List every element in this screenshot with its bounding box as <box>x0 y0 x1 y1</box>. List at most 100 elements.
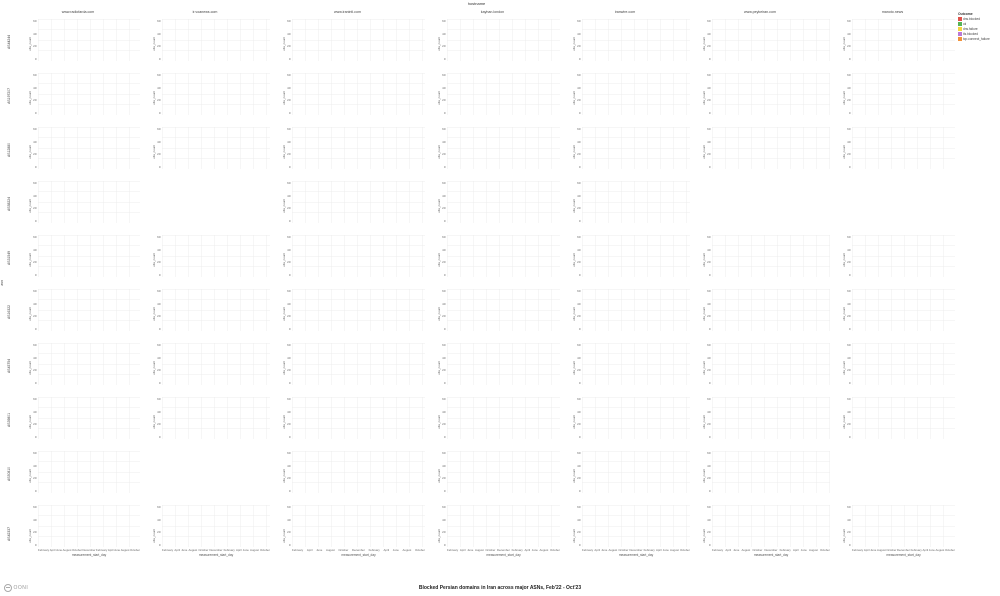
plot-area-wrap <box>582 343 690 393</box>
chart-cell: obs_count 60 40 20 0 <box>830 15 955 69</box>
bars <box>162 235 270 277</box>
y-tick: 40 <box>157 409 161 414</box>
y-tick-labels: 60 40 20 0 <box>157 343 162 385</box>
y-tick: 20 <box>577 206 581 211</box>
y-axis: obs_count 60 40 20 0 <box>830 235 852 285</box>
y-tick: 0 <box>288 434 291 439</box>
y-tick-labels: 60 40 20 0 <box>847 19 852 61</box>
y-tick: 40 <box>33 85 37 90</box>
y-axis: obs_count 60 40 20 0 <box>140 19 162 69</box>
row-label: AS39801 <box>7 413 11 427</box>
y-tick: 40 <box>157 301 161 306</box>
y-tick-labels: 60 40 20 0 <box>577 397 582 439</box>
y-axis-label: obs_count <box>572 415 577 429</box>
plot-area <box>852 289 955 331</box>
chart-cell: obs_count 60 40 20 0 <box>830 285 955 339</box>
y-axis-label: obs_count <box>282 91 287 105</box>
plot-area-wrap <box>447 235 560 285</box>
y-tick: 60 <box>847 289 851 293</box>
plot-area-wrap <box>38 451 140 501</box>
y-tick-labels: 60 40 20 0 <box>707 289 712 331</box>
bars <box>447 451 560 493</box>
chart-cell: obs_count 60 40 20 0 <box>425 123 560 177</box>
plot-area <box>852 397 955 439</box>
chart-cell: obs_count 60 40 20 0 <box>140 123 270 177</box>
y-tick: 0 <box>288 488 291 493</box>
y-tick: 40 <box>707 301 711 306</box>
y-axis: obs_count 60 40 20 0 <box>690 289 712 339</box>
row-label-spacer <box>2 7 16 15</box>
plot-area <box>582 235 690 277</box>
y-axis-label: obs_count <box>572 469 577 483</box>
y-tick: 20 <box>577 152 581 157</box>
y-tick: 0 <box>158 110 161 115</box>
bars <box>582 289 690 331</box>
y-tick: 0 <box>708 56 711 61</box>
y-tick: 60 <box>442 235 446 239</box>
chart-cell: obs_count 60 40 20 0 <box>560 231 690 285</box>
y-tick: 20 <box>442 44 446 49</box>
plot-area <box>292 127 425 169</box>
plot-area <box>447 127 560 169</box>
y-axis-label: obs_count <box>842 253 847 267</box>
y-tick-labels: 60 40 20 0 <box>33 451 38 493</box>
y-tick: 40 <box>847 31 851 36</box>
y-tick: 0 <box>443 380 446 385</box>
y-tick: 20 <box>287 314 291 319</box>
y-tick-labels: 60 40 20 0 <box>577 19 582 61</box>
column-header: iranwire.com <box>614 10 636 14</box>
y-tick: 20 <box>847 152 851 157</box>
y-tick: 40 <box>33 463 37 468</box>
y-axis-label: obs_count <box>282 37 287 51</box>
plot-area <box>582 181 690 223</box>
chart-cell: obs_count 60 40 20 0 <box>560 15 690 69</box>
y-tick: 60 <box>287 451 291 455</box>
y-tick: 20 <box>287 260 291 265</box>
y-axis-label: obs_count <box>437 415 442 429</box>
y-axis-label: obs_count <box>152 415 157 429</box>
y-axis-label: obs_count <box>842 145 847 159</box>
bars <box>38 397 140 439</box>
chart-row: AS16322 obs_count 60 40 20 0 obs_count 60 40 20 0 o… <box>2 285 955 339</box>
bars <box>447 127 560 169</box>
y-tick: 40 <box>442 139 446 144</box>
y-tick: 40 <box>707 247 711 252</box>
plot-area <box>162 397 270 439</box>
y-tick: 40 <box>707 355 711 360</box>
chart-cell: obs_count 60 40 20 0 <box>270 447 425 501</box>
y-axis-label: obs_count <box>152 145 157 159</box>
y-axis: obs_count 60 40 20 0 <box>690 19 712 69</box>
plot-area <box>162 235 270 277</box>
y-tick: 0 <box>848 380 851 385</box>
column-header: ir.voanews.com <box>192 10 218 14</box>
y-tick: 20 <box>157 368 161 373</box>
y-axis-label: obs_count <box>572 199 577 213</box>
bars <box>852 235 955 277</box>
y-tick: 0 <box>848 164 851 169</box>
plot-area <box>852 343 955 385</box>
y-axis-label: obs_count <box>437 307 442 321</box>
plot-area <box>38 19 140 61</box>
y-axis-label: obs_count <box>28 469 33 483</box>
bars <box>852 19 955 61</box>
y-tick: 0 <box>443 56 446 61</box>
y-tick: 40 <box>847 355 851 360</box>
plot-area-wrap <box>582 127 690 177</box>
y-tick: 40 <box>157 355 161 360</box>
column-header: kayhan.london <box>480 10 505 14</box>
facet-grid: www.radiofarda.com ir.voanews.com www.iran… <box>2 7 955 567</box>
y-tick: 20 <box>442 98 446 103</box>
chart-cell: obs_count 60 40 20 0 <box>690 69 830 123</box>
empty-cell <box>690 177 830 231</box>
y-tick: 40 <box>33 301 37 306</box>
y-tick-labels: 60 40 20 0 <box>442 397 447 439</box>
chart-cell: obs_count 60 40 20 0 <box>16 339 140 393</box>
bars <box>38 343 140 385</box>
bars <box>582 397 690 439</box>
y-tick: 0 <box>34 326 37 331</box>
chart-cell: obs_count 60 40 20 0 <box>140 15 270 69</box>
plot-area-wrap <box>38 397 140 447</box>
y-axis: obs_count 60 40 20 0 <box>270 127 292 177</box>
y-axis-label: obs_count <box>152 253 157 267</box>
y-tick-labels: 60 40 20 0 <box>157 289 162 331</box>
